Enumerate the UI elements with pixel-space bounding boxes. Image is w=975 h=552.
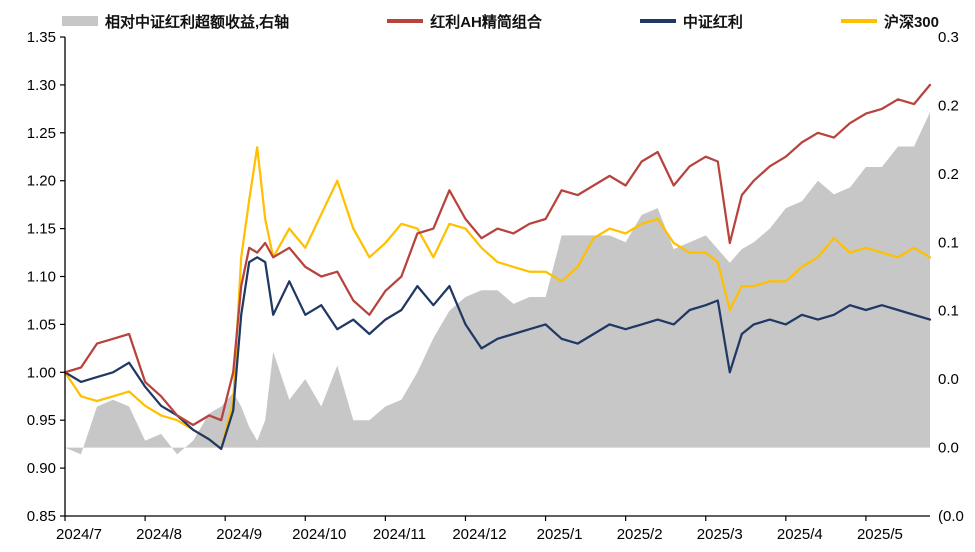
- legend-label-csi-dividend: 中证红利: [682, 13, 743, 31]
- left-axis-tick-label: 0.95: [27, 412, 56, 429]
- legend-swatch-excess-return-vs-csi-dividend: [62, 16, 98, 26]
- x-axis-tick-label: 2025/3: [697, 526, 743, 543]
- x-axis-tick-label: 2024/7: [56, 526, 102, 543]
- legend-item-csi-300: 沪深300: [840, 11, 939, 32]
- legend-swatch-csi-300: [840, 19, 877, 23]
- right-axis-tick-label: 0.1: [938, 303, 959, 320]
- right-axis-tick-label: 0.3: [938, 29, 959, 46]
- legend-label-excess-return-vs-csi-dividend: 相对中证红利超额收益,右轴: [105, 13, 290, 31]
- legend-item-excess-return-vs-csi-dividend: 相对中证红利超额收益,右轴: [62, 11, 289, 32]
- legend-swatch-csi-dividend: [639, 19, 676, 23]
- left-axis-tick-label: 1.15: [27, 221, 56, 238]
- left-axis-tick-label: 1.30: [27, 77, 56, 94]
- series-area-excess-return-vs-csi-dividend: [65, 112, 930, 455]
- legend-swatch-dividend-ah-portfolio: [387, 19, 424, 23]
- x-axis-tick-label: 2025/1: [537, 526, 583, 543]
- left-axis-tick-label: 0.90: [27, 460, 56, 477]
- series-line-csi-dividend: [63, 256, 932, 451]
- left-axis-tick-label: 1.05: [27, 316, 56, 333]
- right-axis-tick-label: 0.0: [938, 371, 959, 388]
- x-axis-tick-label: 2024/11: [373, 526, 426, 543]
- left-axis-tick-label: 1.20: [27, 173, 56, 190]
- legend-label-csi-300: 沪深300: [883, 13, 939, 31]
- left-axis-tick-label: 1.00: [27, 364, 56, 381]
- legend-label-dividend-ah-portfolio: 红利AH精简组合: [430, 13, 542, 31]
- right-axis-tick-label: 0.2: [938, 97, 959, 114]
- x-axis-tick-label: 2024/9: [216, 526, 262, 543]
- legend-item-csi-dividend: 中证红利: [639, 11, 743, 32]
- x-axis-tick-label: 2024/10: [292, 526, 346, 543]
- left-axis-tick-label: 0.85: [27, 508, 56, 525]
- left-axis-tick-label: 1.10: [27, 269, 56, 286]
- x-axis-tick-label: 2024/12: [452, 526, 506, 543]
- left-axis-tick-label: 1.25: [27, 125, 56, 142]
- right-axis-tick-label: (0.0: [938, 508, 964, 525]
- series-line-dividend-ah-portfolio: [63, 83, 932, 427]
- left-axis-tick-label: 1.35: [27, 29, 56, 46]
- legend-item-dividend-ah-portfolio: 红利AH精简组合: [387, 11, 542, 32]
- x-axis-tick-label: 2025/4: [777, 526, 823, 543]
- right-axis-tick-label: 0.0: [938, 440, 959, 457]
- right-axis-tick-label: 0.1: [938, 234, 959, 251]
- x-axis-tick-label: 2024/8: [136, 526, 182, 543]
- right-axis-tick-label: 0.2: [938, 166, 959, 183]
- x-axis-tick-label: 2025/2: [617, 526, 663, 543]
- chart-legend: 相对中证红利超额收益,右轴 红利AH精简组合 中证红利 沪深300: [62, 8, 939, 34]
- x-axis-tick-label: 2025/5: [857, 526, 903, 543]
